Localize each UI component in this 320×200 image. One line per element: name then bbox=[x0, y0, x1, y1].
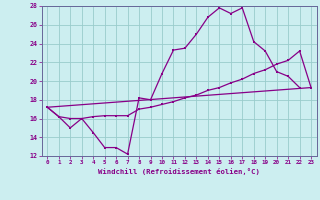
X-axis label: Windchill (Refroidissement éolien,°C): Windchill (Refroidissement éolien,°C) bbox=[98, 168, 260, 175]
